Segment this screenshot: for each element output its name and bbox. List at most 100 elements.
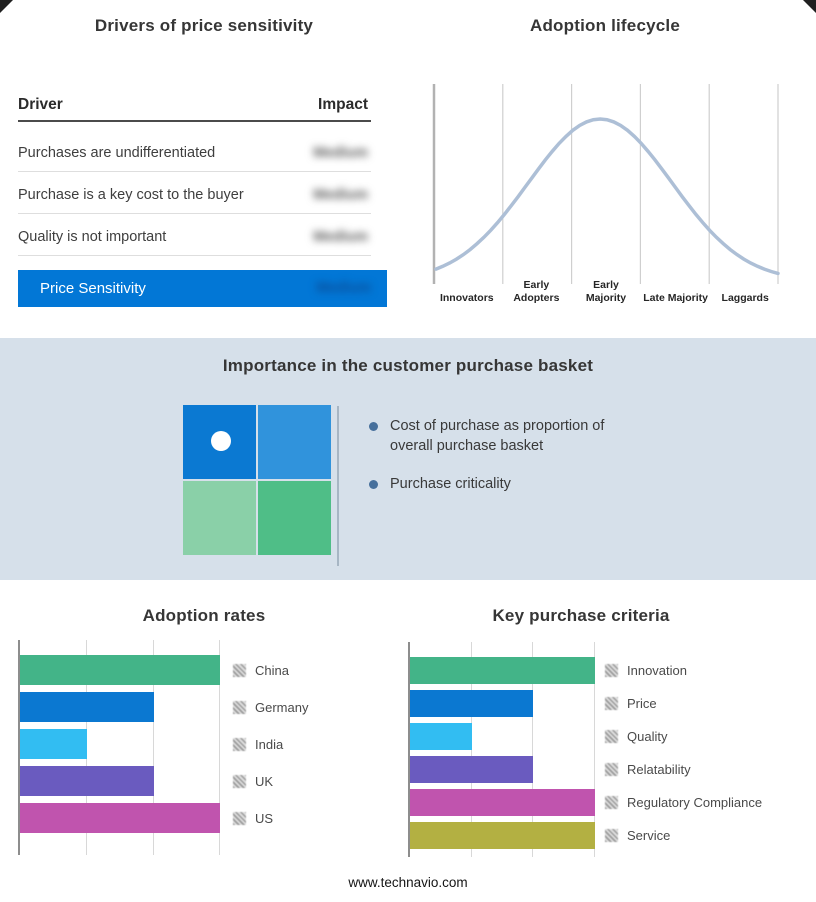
bullet-dot-icon	[369, 422, 378, 431]
purchase-basket-quadrant	[183, 405, 331, 555]
bullet-text: Cost of purchase as proportion of overal…	[390, 418, 605, 454]
quadrant-bottom-left	[183, 481, 256, 555]
legend-swatch-icon	[233, 737, 246, 751]
legend-item: Innovation	[605, 663, 687, 678]
bar-uk	[20, 766, 154, 796]
legend-label: Price	[627, 696, 657, 711]
purchase-basket-title: Importance in the customer purchase bask…	[222, 356, 594, 375]
bullet-item: Purchase criticality	[369, 475, 637, 495]
adoption-rates-chart	[18, 640, 230, 858]
bar-india	[20, 729, 87, 759]
footer-url: www.technavio.com	[348, 875, 468, 890]
corner-decoration-left-icon	[0, 0, 13, 13]
gridline	[152, 640, 154, 855]
lifecycle-stage-label: Early Adopters	[513, 278, 560, 305]
lifecycle-curve-svg	[432, 84, 780, 284]
bar-innovation	[410, 657, 595, 684]
legend-label: Relatability	[627, 762, 691, 777]
bar-china	[20, 655, 221, 685]
legend-item: Regulatory Compliance	[605, 795, 763, 810]
impact-cell-redacted: Medium	[313, 145, 368, 161]
key-purchase-legend: Innovation Price Quality Relatability Regula…	[605, 642, 816, 860]
legend-swatch-icon	[233, 700, 246, 714]
adoption-rates-legend: China Germany India UK US	[233, 640, 393, 858]
lifecycle-stage-label: Early Majority	[585, 278, 627, 305]
legend-label: India	[255, 736, 284, 752]
legend-swatch-icon	[605, 796, 618, 809]
legend-item: Service	[605, 828, 671, 843]
gridline	[593, 642, 595, 857]
corner-decoration-right-icon	[803, 0, 816, 13]
legend-swatch-icon	[233, 811, 246, 825]
legend-swatch-icon	[605, 730, 618, 743]
y-axis	[408, 642, 410, 857]
legend-label: US	[255, 810, 274, 826]
legend-label: Innovation	[627, 663, 687, 678]
legend-item: UK	[233, 773, 274, 789]
bar-us	[20, 803, 221, 833]
lifecycle-stage-label: Late Majority	[643, 292, 708, 305]
legend-swatch-icon	[605, 829, 618, 842]
legend-item: US	[233, 810, 274, 826]
impact-cell-redacted: Medium	[313, 229, 368, 245]
bar-regulatory-compliance	[410, 789, 595, 816]
legend-label: Service	[627, 828, 671, 843]
bar-service	[410, 822, 595, 849]
lifecycle-stage-label: Innovators	[439, 292, 494, 305]
price-sensitivity-impact-redacted: Medium	[316, 280, 371, 296]
quadrant-marker-dot	[211, 431, 231, 451]
quadrant-shadow-line	[337, 406, 339, 566]
legend-item: Relatability	[605, 762, 691, 777]
row-divider	[18, 255, 371, 256]
gridline	[532, 642, 533, 857]
legend-label: Quality	[627, 729, 668, 744]
legend-item: Quality	[605, 729, 668, 744]
legend-item: India	[233, 736, 284, 752]
legend-label: UK	[255, 773, 274, 789]
lifecycle-panel-title: Adoption lifecycle	[529, 16, 680, 35]
bar-quality	[410, 723, 472, 750]
bar-germany	[20, 692, 154, 722]
legend-label: Regulatory Compliance	[627, 795, 763, 810]
table-header-rule	[18, 120, 371, 122]
legend-swatch-icon	[233, 663, 246, 677]
bullet-text: Purchase criticality	[390, 476, 511, 493]
bullet-item: Cost of purchase as proportion of overal…	[369, 417, 637, 456]
bar-price	[410, 690, 533, 717]
legend-item: Price	[605, 696, 657, 711]
legend-item: Germany	[233, 699, 309, 715]
y-axis	[18, 640, 20, 855]
adoption-rates-title: Adoption rates	[142, 606, 266, 625]
legend-swatch-icon	[233, 774, 246, 788]
bullet-dot-icon	[369, 480, 378, 490]
key-purchase-chart	[408, 642, 608, 860]
driver-cell: Purchases are undifferentiated	[18, 145, 216, 161]
column-header-driver: Driver	[18, 96, 63, 113]
legend-swatch-icon	[605, 763, 618, 776]
legend-item: China	[233, 662, 289, 678]
legend-label: China	[255, 662, 289, 678]
row-divider	[18, 213, 371, 214]
legend-label: Germany	[255, 699, 309, 715]
driver-cell: Quality is not important	[18, 229, 167, 245]
driver-cell: Purchase is a key cost to the buyer	[18, 187, 244, 203]
gridline	[219, 640, 221, 855]
legend-swatch-icon	[605, 664, 618, 677]
quadrant-bottom-right	[258, 481, 331, 555]
lifecycle-stage-labels: Innovators Early Adopters Early Majority La…	[432, 276, 780, 306]
legend-swatch-icon	[605, 697, 618, 710]
quadrant-top-right	[258, 405, 331, 479]
purchase-basket-band	[0, 338, 816, 580]
price-sensitivity-label: Price Sensitivity	[40, 280, 146, 297]
key-purchase-title: Key purchase criteria	[492, 606, 670, 625]
drivers-panel-title: Drivers of price sensitivity	[94, 16, 314, 35]
quadrant-top-left	[183, 405, 256, 479]
price-sensitivity-row: Price Sensitivity Medium	[18, 270, 387, 307]
row-divider	[18, 171, 371, 172]
purchase-basket-bullets: Cost of purchase as proportion of overal…	[369, 417, 637, 514]
lifecycle-stage-label: Laggards	[721, 292, 769, 305]
bar-relatability	[410, 756, 533, 783]
impact-cell-redacted: Medium	[313, 187, 368, 203]
column-header-impact: Impact	[318, 96, 368, 113]
